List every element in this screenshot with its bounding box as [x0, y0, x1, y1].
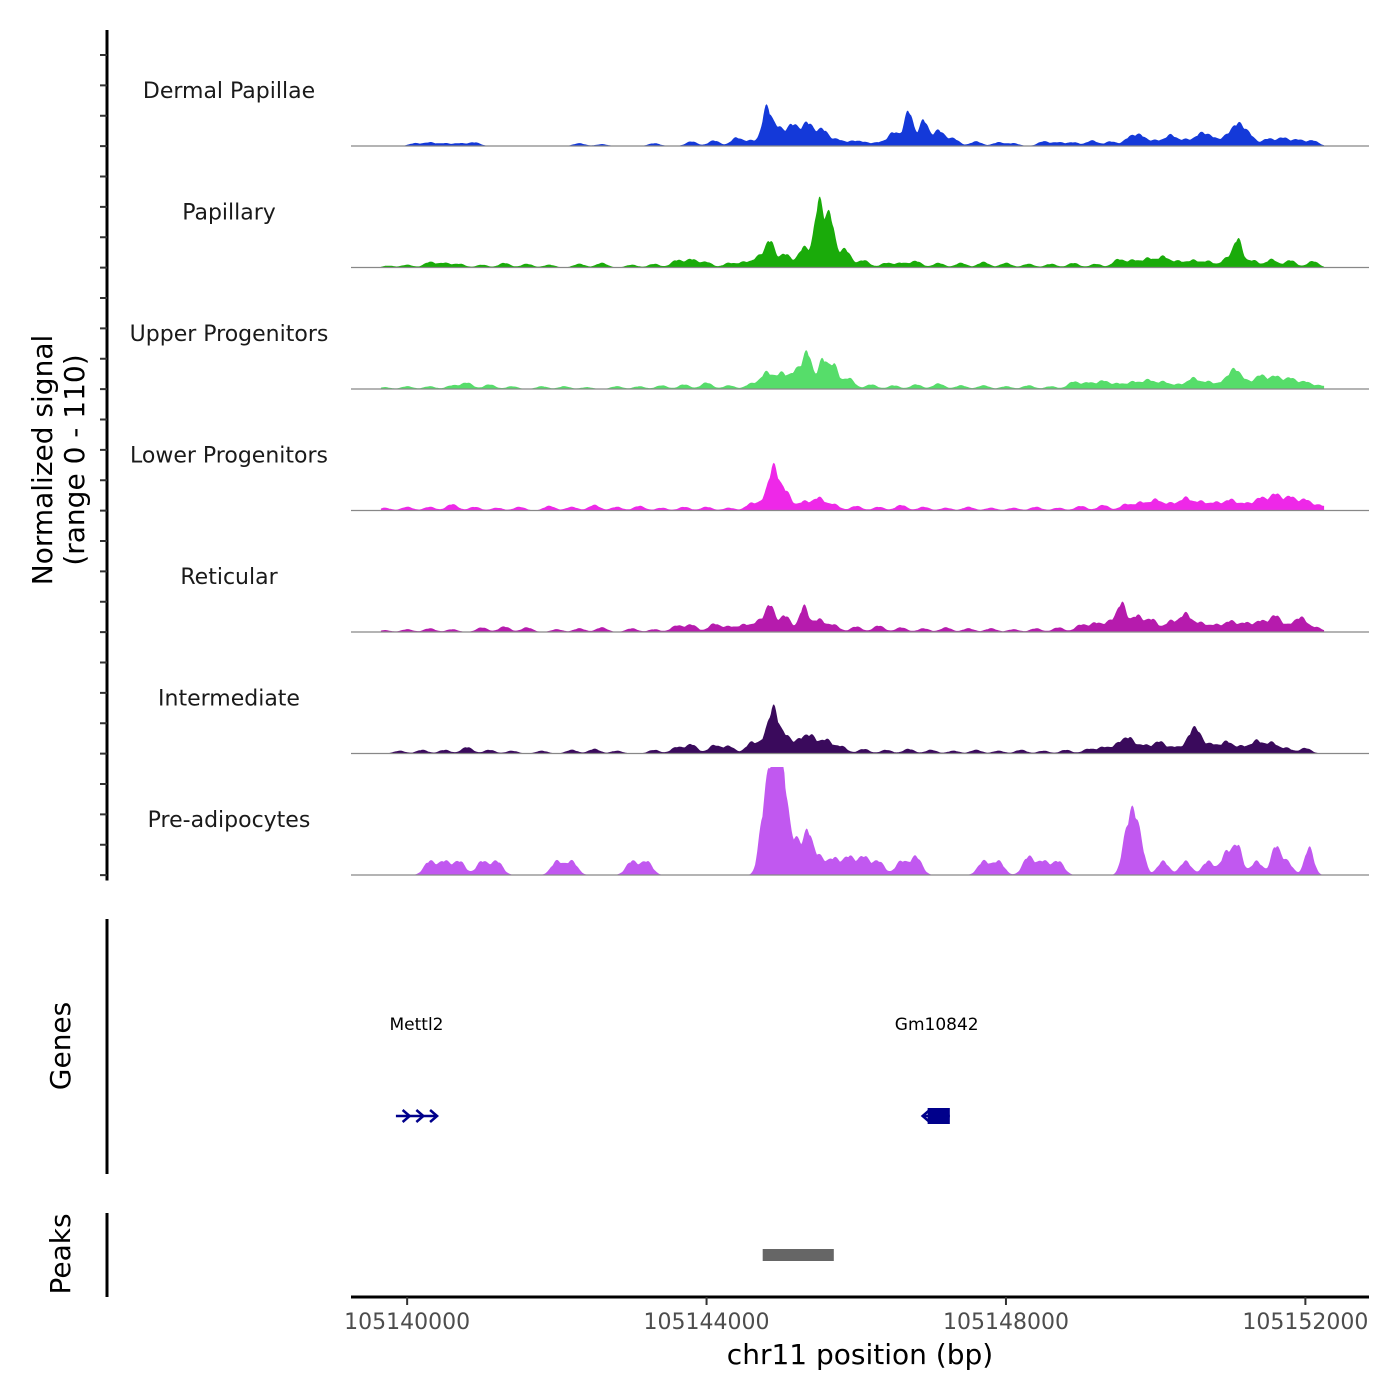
gene-gm10842: Gm10842 — [895, 1015, 979, 1124]
signal-area — [380, 196, 1325, 268]
gene-label: Gm10842 — [895, 1015, 979, 1035]
track-lower-progenitors: Lower Progenitors — [130, 444, 1369, 512]
strand-arrow — [415, 1109, 426, 1123]
track-dermal-papillae: Dermal Papillae — [143, 79, 1369, 147]
genes-panel-title-group: Genes — [44, 1002, 77, 1090]
signal-area — [380, 704, 1325, 754]
strand-arrow — [429, 1109, 440, 1123]
track-label: Pre-adipocytes — [148, 808, 311, 833]
x-tick-label: 105144000 — [644, 1310, 770, 1335]
track-label: Papillary — [182, 201, 276, 226]
track-upper-progenitors: Upper Progenitors — [130, 322, 1369, 390]
signal-area — [380, 350, 1325, 389]
track-intermediate: Intermediate — [158, 687, 1369, 755]
signal-area — [380, 104, 1325, 146]
signal-axis-title-line1: Normalized signal — [26, 335, 59, 586]
gene-exon — [927, 1108, 950, 1124]
x-axis-ticks: 105140000 105144000 105148000 105152000 — [344, 1297, 1368, 1335]
x-tick-label: 105148000 — [943, 1310, 1069, 1335]
peaks-panel-title-group: Peaks — [44, 1213, 77, 1294]
strand-arrow — [401, 1109, 412, 1123]
signal-axis-title-line2: (range 0 - 110) — [58, 354, 91, 565]
signal-area — [380, 767, 1325, 875]
gene-mettl2: Mettl2 — [389, 1015, 443, 1123]
signal-axis-title: Normalized signal (range 0 - 110) — [26, 335, 91, 586]
gene-label: Mettl2 — [389, 1015, 443, 1035]
peaks-panel-title: Peaks — [44, 1213, 77, 1294]
track-label: Reticular — [180, 565, 278, 590]
peak-region — [762, 1249, 834, 1261]
track-label: Dermal Papillae — [143, 79, 315, 104]
x-tick-label: 105140000 — [344, 1310, 470, 1335]
x-tick-label: 105152000 — [1242, 1310, 1368, 1335]
track-reticular: Reticular — [180, 565, 1369, 633]
signal-tracks: Dermal Papillae Papillary Upper Progenitor… — [100, 30, 1369, 881]
genes-panel-title: Genes — [44, 1002, 77, 1090]
track-papillary: Papillary — [182, 196, 1369, 269]
track-pre-adipocytes: Pre-adipocytes — [148, 767, 1369, 876]
track-label: Lower Progenitors — [130, 444, 328, 469]
strand-arrow — [920, 1109, 931, 1123]
signal-area — [380, 462, 1325, 511]
peaks-track — [762, 1249, 834, 1261]
signal-area — [380, 601, 1325, 632]
track-label: Intermediate — [158, 687, 300, 712]
x-axis-title: chr11 position (bp) — [727, 1338, 993, 1371]
genes-track: Mettl2 Gm10842 — [389, 1015, 979, 1124]
track-label: Upper Progenitors — [130, 322, 329, 347]
